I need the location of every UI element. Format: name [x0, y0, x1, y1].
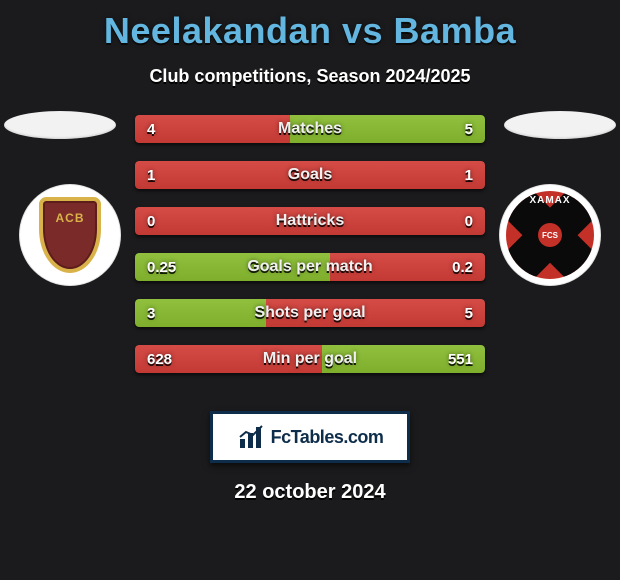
stat-label: Goals — [135, 161, 485, 189]
stat-bar: 11Goals — [135, 161, 485, 189]
shield-icon: ACB — [39, 197, 101, 273]
stat-label: Shots per goal — [135, 299, 485, 327]
crest-left-monogram: ACB — [56, 211, 85, 225]
pedestal-right — [504, 111, 616, 139]
stat-label: Min per goal — [135, 345, 485, 373]
pedestal-left — [4, 111, 116, 139]
stat-label: Goals per match — [135, 253, 485, 281]
crest-right-center-text: FCS — [538, 223, 562, 247]
team-crest-right: XAMAX FCS — [500, 185, 600, 285]
team-crest-left: ACB — [20, 185, 120, 285]
stat-label: Matches — [135, 115, 485, 143]
x-cross-icon: XAMAX FCS — [506, 191, 594, 279]
snapshot-date: 22 october 2024 — [0, 481, 620, 504]
brand-text: FcTables.com — [271, 427, 384, 448]
stat-bar: 35Shots per goal — [135, 299, 485, 327]
page-title: Neelakandan vs Bamba — [0, 10, 620, 52]
stat-bar: 628551Min per goal — [135, 345, 485, 373]
comparison-card: Neelakandan vs Bamba Club competitions, … — [0, 0, 620, 580]
bars-icon — [237, 423, 265, 451]
crest-left-circle: ACB — [20, 185, 120, 285]
brand-logo: FcTables.com — [210, 411, 410, 463]
crest-right-top-text: XAMAX — [529, 195, 570, 206]
comparison-body: ACB XAMAX FCS 45Matches 11Goals 00Hattrick… — [0, 115, 620, 405]
page-subtitle: Club competitions, Season 2024/2025 — [0, 66, 620, 87]
stat-label: Hattricks — [135, 207, 485, 235]
crest-right-circle: XAMAX FCS — [500, 185, 600, 285]
stat-bar: 45Matches — [135, 115, 485, 143]
stat-bar: 0.250.2Goals per match — [135, 253, 485, 281]
stat-bar: 00Hattricks — [135, 207, 485, 235]
stat-bars: 45Matches 11Goals 00Hattricks 0.250.2Goals … — [135, 115, 485, 391]
